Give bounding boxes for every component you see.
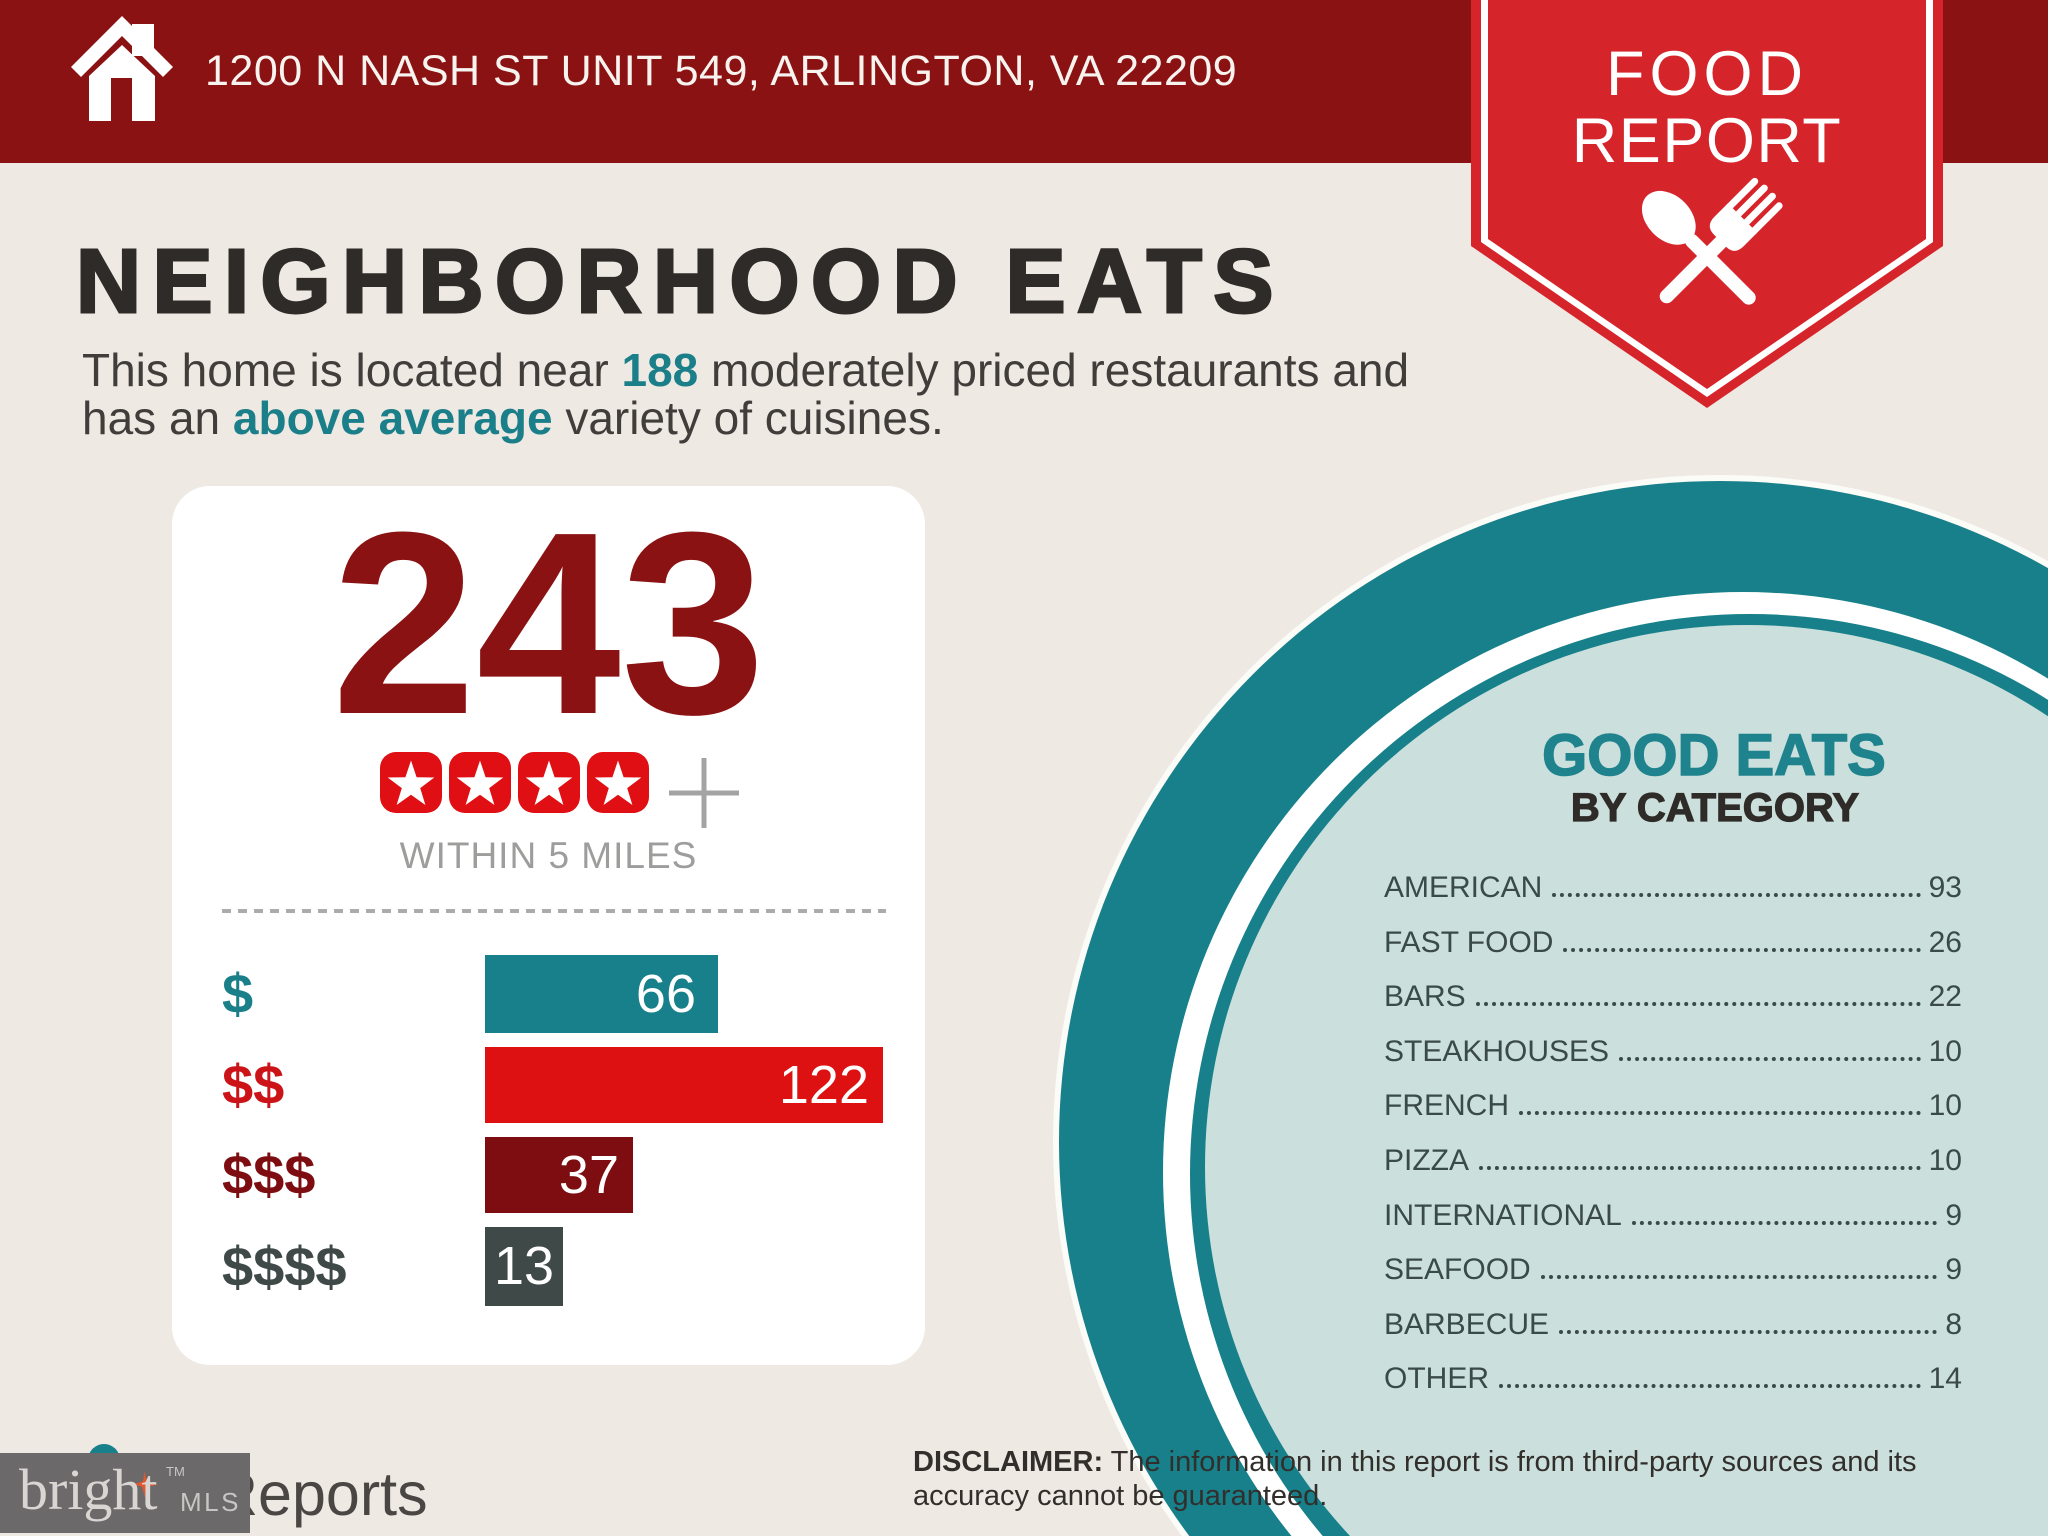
- svg-text:REPORT: REPORT: [1572, 106, 1842, 176]
- svg-text:FOOD: FOOD: [1606, 39, 1808, 109]
